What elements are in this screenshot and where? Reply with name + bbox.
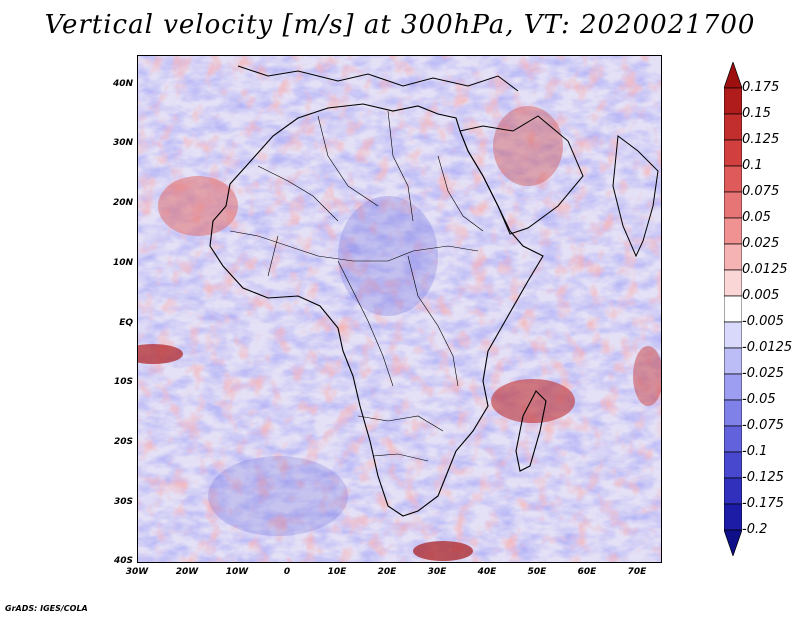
colorbar-tick-label: 0.15 [742, 106, 771, 121]
colorbar-tick-label: 0.05 [742, 210, 771, 225]
colorbar-tick-label: -0.05 [742, 392, 776, 407]
lat-tick-label: 10N [112, 258, 133, 268]
south-ascent-patch [413, 541, 473, 561]
colorbar-tick-label: -0.005 [742, 314, 784, 329]
colorbar-swatch [724, 503, 742, 531]
colorbar-tick-label: -0.125 [742, 470, 784, 485]
colorbar-swatch [724, 269, 742, 297]
colorbar-tick-label: 0.1 [742, 158, 763, 173]
lon-tick-label: 10W [225, 567, 249, 577]
lat-tick-label: 10S [113, 377, 133, 387]
colorbar-tick-label: -0.0125 [742, 340, 793, 355]
chart-title: Vertical velocity [m/s] at 300hPa, VT: 2… [44, 10, 756, 40]
colorbar-tick-label: 0.0125 [742, 262, 788, 277]
africa-coastline [209, 103, 544, 517]
colorbar-swatch [724, 191, 742, 219]
lon-tick-label: 60E [577, 567, 597, 577]
colorbar-swatch [724, 451, 742, 479]
colorbar-swatch [724, 321, 742, 349]
lat-tick-label: 40N [112, 79, 133, 89]
atlantic-ascent-patch [138, 344, 183, 364]
colorbar-bottom-arrow [724, 529, 742, 556]
lon-tick-label: 40E [477, 567, 497, 577]
lat-tick-label: 20S [113, 437, 133, 447]
colorbar-tick-label: -0.175 [742, 496, 784, 511]
colorbar-tick-label: -0.075 [742, 418, 784, 433]
colorbar-swatch [724, 217, 742, 245]
west-africa-ascent-patch [158, 176, 238, 236]
colorbar [724, 62, 742, 556]
colorbar-tick-label: 0.175 [742, 80, 780, 95]
lon-tick-label: 50E [527, 567, 547, 577]
lon-tick-label: 70E [627, 567, 647, 577]
grads-credit: GrADS: IGES/COLA [5, 604, 88, 613]
lon-tick-label: 30W [125, 567, 149, 577]
colorbar-swatch [724, 113, 742, 141]
lon-tick-label: 0 [283, 567, 291, 577]
europe-coastline [237, 65, 519, 92]
colorbar-swatch [724, 165, 742, 193]
colorbar-tick-label: 0.025 [742, 236, 780, 251]
lat-tick-label: 30N [112, 138, 133, 148]
lon-tick-label: 20W [175, 567, 199, 577]
madagascar-coastline [515, 390, 547, 472]
colorbar-tick-label: 0.125 [742, 132, 780, 147]
strong-features [138, 106, 661, 561]
lat-tick-label: 20N [112, 198, 133, 208]
south-atlantic-descent-patch [208, 456, 348, 536]
central-africa-descent-patch [338, 196, 438, 316]
colorbar-swatch [724, 347, 742, 375]
colorbar-swatch [724, 243, 742, 271]
velocity-texture [138, 56, 661, 562]
lon-tick-label: 30E [427, 567, 447, 577]
colorbar-swatch [724, 295, 742, 323]
colorbar-swatch [724, 425, 742, 453]
lat-tick-label: 40S [113, 556, 133, 566]
colorbar-top-arrow [724, 62, 742, 89]
lon-tick-label: 10E [327, 567, 347, 577]
colorbar-swatch [724, 373, 742, 401]
lon-tick-label: 20E [377, 567, 397, 577]
colorbar-swatch [724, 477, 742, 505]
colorbar-tick-label: -0.1 [742, 444, 768, 459]
colorbar-tick-label: -0.025 [742, 366, 784, 381]
lat-tick-label: EQ [119, 318, 133, 328]
colorbar-tick-label: 0.005 [742, 288, 780, 303]
india-coastline [612, 135, 659, 258]
arabia-ascent-patch [493, 106, 563, 186]
map-field [138, 56, 661, 562]
lat-tick-label: 30S [113, 497, 133, 507]
colorbar-swatch [724, 87, 742, 115]
colorbar-swatch [724, 399, 742, 427]
indian-ocean-ascent-patch [633, 346, 661, 406]
arabia-coastline [459, 115, 584, 235]
colorbar-swatch [724, 139, 742, 167]
country-borders [229, 110, 484, 462]
colorbar-tick-label: 0.075 [742, 184, 780, 199]
madagascar-ascent-patch [491, 379, 575, 423]
velocity-map [137, 55, 662, 563]
colorbar-tick-label: -0.2 [742, 522, 768, 537]
